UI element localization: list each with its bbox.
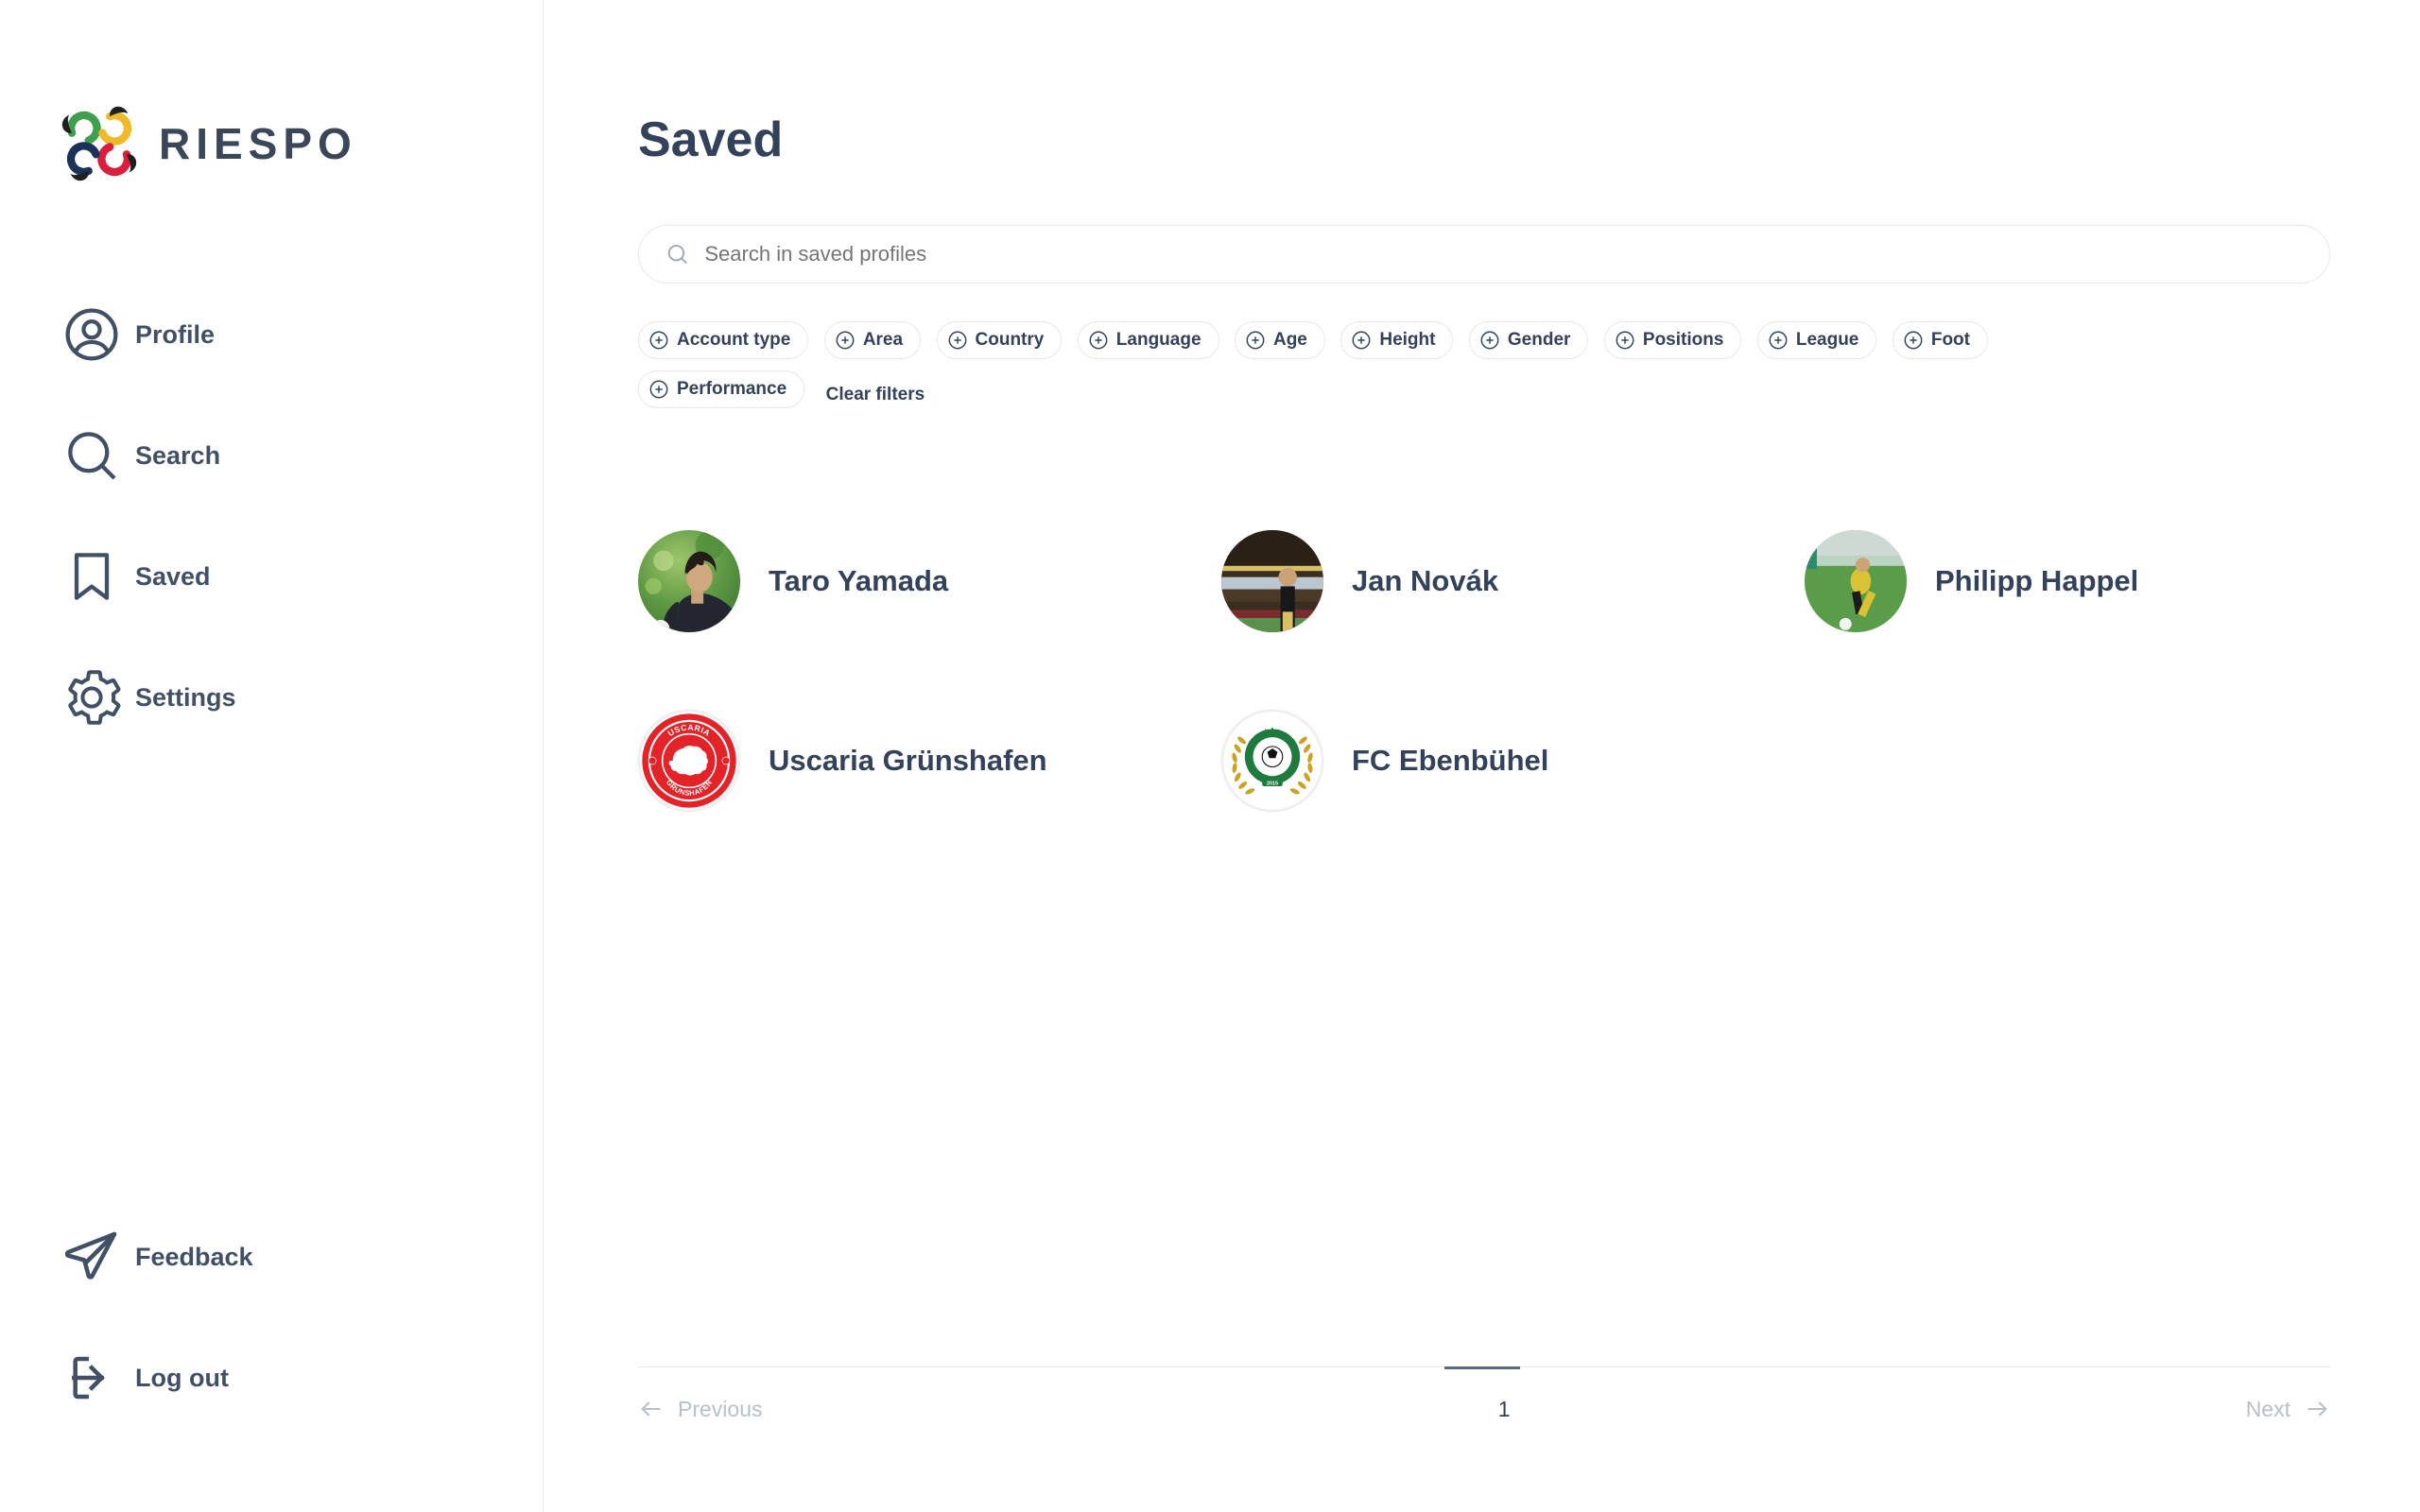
svg-text:★: ★ [1263,769,1269,776]
svg-text:★: ★ [1256,765,1262,771]
svg-text:★: ★ [1270,771,1275,778]
svg-text:2015: 2015 [1267,781,1278,786]
svg-text:★: ★ [1283,765,1288,771]
svg-text:★: ★ [1277,769,1283,776]
